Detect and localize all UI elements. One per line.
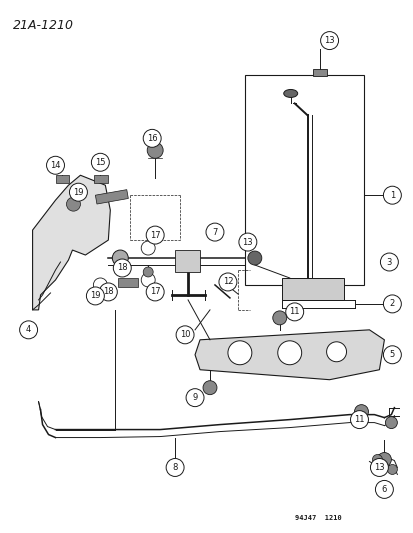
Circle shape	[202, 381, 216, 394]
Circle shape	[326, 342, 346, 362]
Circle shape	[147, 142, 163, 158]
Circle shape	[69, 183, 87, 201]
Bar	[94, 175, 108, 183]
Text: 18: 18	[103, 287, 114, 296]
Circle shape	[206, 223, 223, 241]
Text: 13: 13	[373, 463, 384, 472]
Text: 8: 8	[172, 463, 177, 472]
Polygon shape	[195, 330, 384, 379]
Text: 17: 17	[150, 287, 160, 296]
Text: 21A-1210: 21A-1210	[13, 19, 74, 31]
Text: 19: 19	[90, 292, 100, 301]
Circle shape	[66, 197, 80, 211]
Text: 13: 13	[323, 36, 334, 45]
Text: 9: 9	[192, 393, 197, 402]
Circle shape	[272, 311, 286, 325]
Text: 12: 12	[222, 278, 233, 286]
Text: 18: 18	[117, 263, 127, 272]
Bar	[175, 250, 199, 272]
Circle shape	[143, 130, 161, 147]
Circle shape	[176, 326, 194, 344]
Circle shape	[91, 154, 109, 171]
Circle shape	[382, 186, 400, 204]
Circle shape	[141, 273, 155, 287]
Bar	[95, 190, 128, 204]
Circle shape	[19, 321, 38, 339]
Bar	[55, 175, 69, 183]
Text: 11: 11	[289, 308, 299, 317]
Circle shape	[218, 273, 236, 291]
Circle shape	[382, 346, 400, 364]
Circle shape	[372, 455, 382, 464]
Circle shape	[146, 226, 164, 244]
Circle shape	[354, 405, 368, 418]
Text: 10: 10	[179, 330, 190, 340]
Polygon shape	[33, 175, 110, 310]
Circle shape	[99, 283, 117, 301]
Circle shape	[385, 417, 396, 429]
Circle shape	[382, 295, 400, 313]
Circle shape	[185, 389, 204, 407]
Circle shape	[238, 233, 256, 251]
Circle shape	[141, 241, 155, 255]
Text: 1: 1	[389, 191, 394, 200]
Circle shape	[377, 453, 390, 466]
Text: 4: 4	[26, 325, 31, 334]
Circle shape	[370, 458, 387, 477]
Text: 16: 16	[147, 134, 157, 143]
Text: 15: 15	[95, 158, 105, 167]
Text: 3: 3	[386, 257, 391, 266]
FancyBboxPatch shape	[312, 69, 326, 77]
Circle shape	[247, 251, 261, 265]
Circle shape	[228, 341, 251, 365]
Circle shape	[93, 278, 107, 292]
Bar	[244, 76, 363, 285]
Circle shape	[112, 250, 128, 266]
Circle shape	[277, 341, 301, 365]
Ellipse shape	[283, 90, 297, 98]
Circle shape	[113, 259, 131, 277]
Bar	[281, 278, 343, 300]
Circle shape	[86, 287, 104, 305]
Text: 13: 13	[242, 238, 253, 247]
Circle shape	[143, 267, 153, 277]
Text: 17: 17	[150, 231, 160, 239]
Circle shape	[380, 253, 397, 271]
Text: 14: 14	[50, 161, 61, 170]
Text: 94J47  1210: 94J47 1210	[294, 515, 341, 521]
Text: 7: 7	[212, 228, 217, 237]
Circle shape	[320, 31, 338, 50]
Bar	[118, 278, 138, 287]
Circle shape	[350, 410, 368, 429]
Circle shape	[146, 283, 164, 301]
Circle shape	[166, 458, 184, 477]
Circle shape	[375, 480, 392, 498]
Circle shape	[285, 303, 303, 321]
Circle shape	[46, 156, 64, 174]
Circle shape	[387, 464, 396, 474]
Text: 6: 6	[381, 485, 386, 494]
Text: 19: 19	[73, 188, 83, 197]
Text: 5: 5	[389, 350, 394, 359]
Text: 2: 2	[389, 300, 394, 309]
Text: 11: 11	[354, 415, 364, 424]
